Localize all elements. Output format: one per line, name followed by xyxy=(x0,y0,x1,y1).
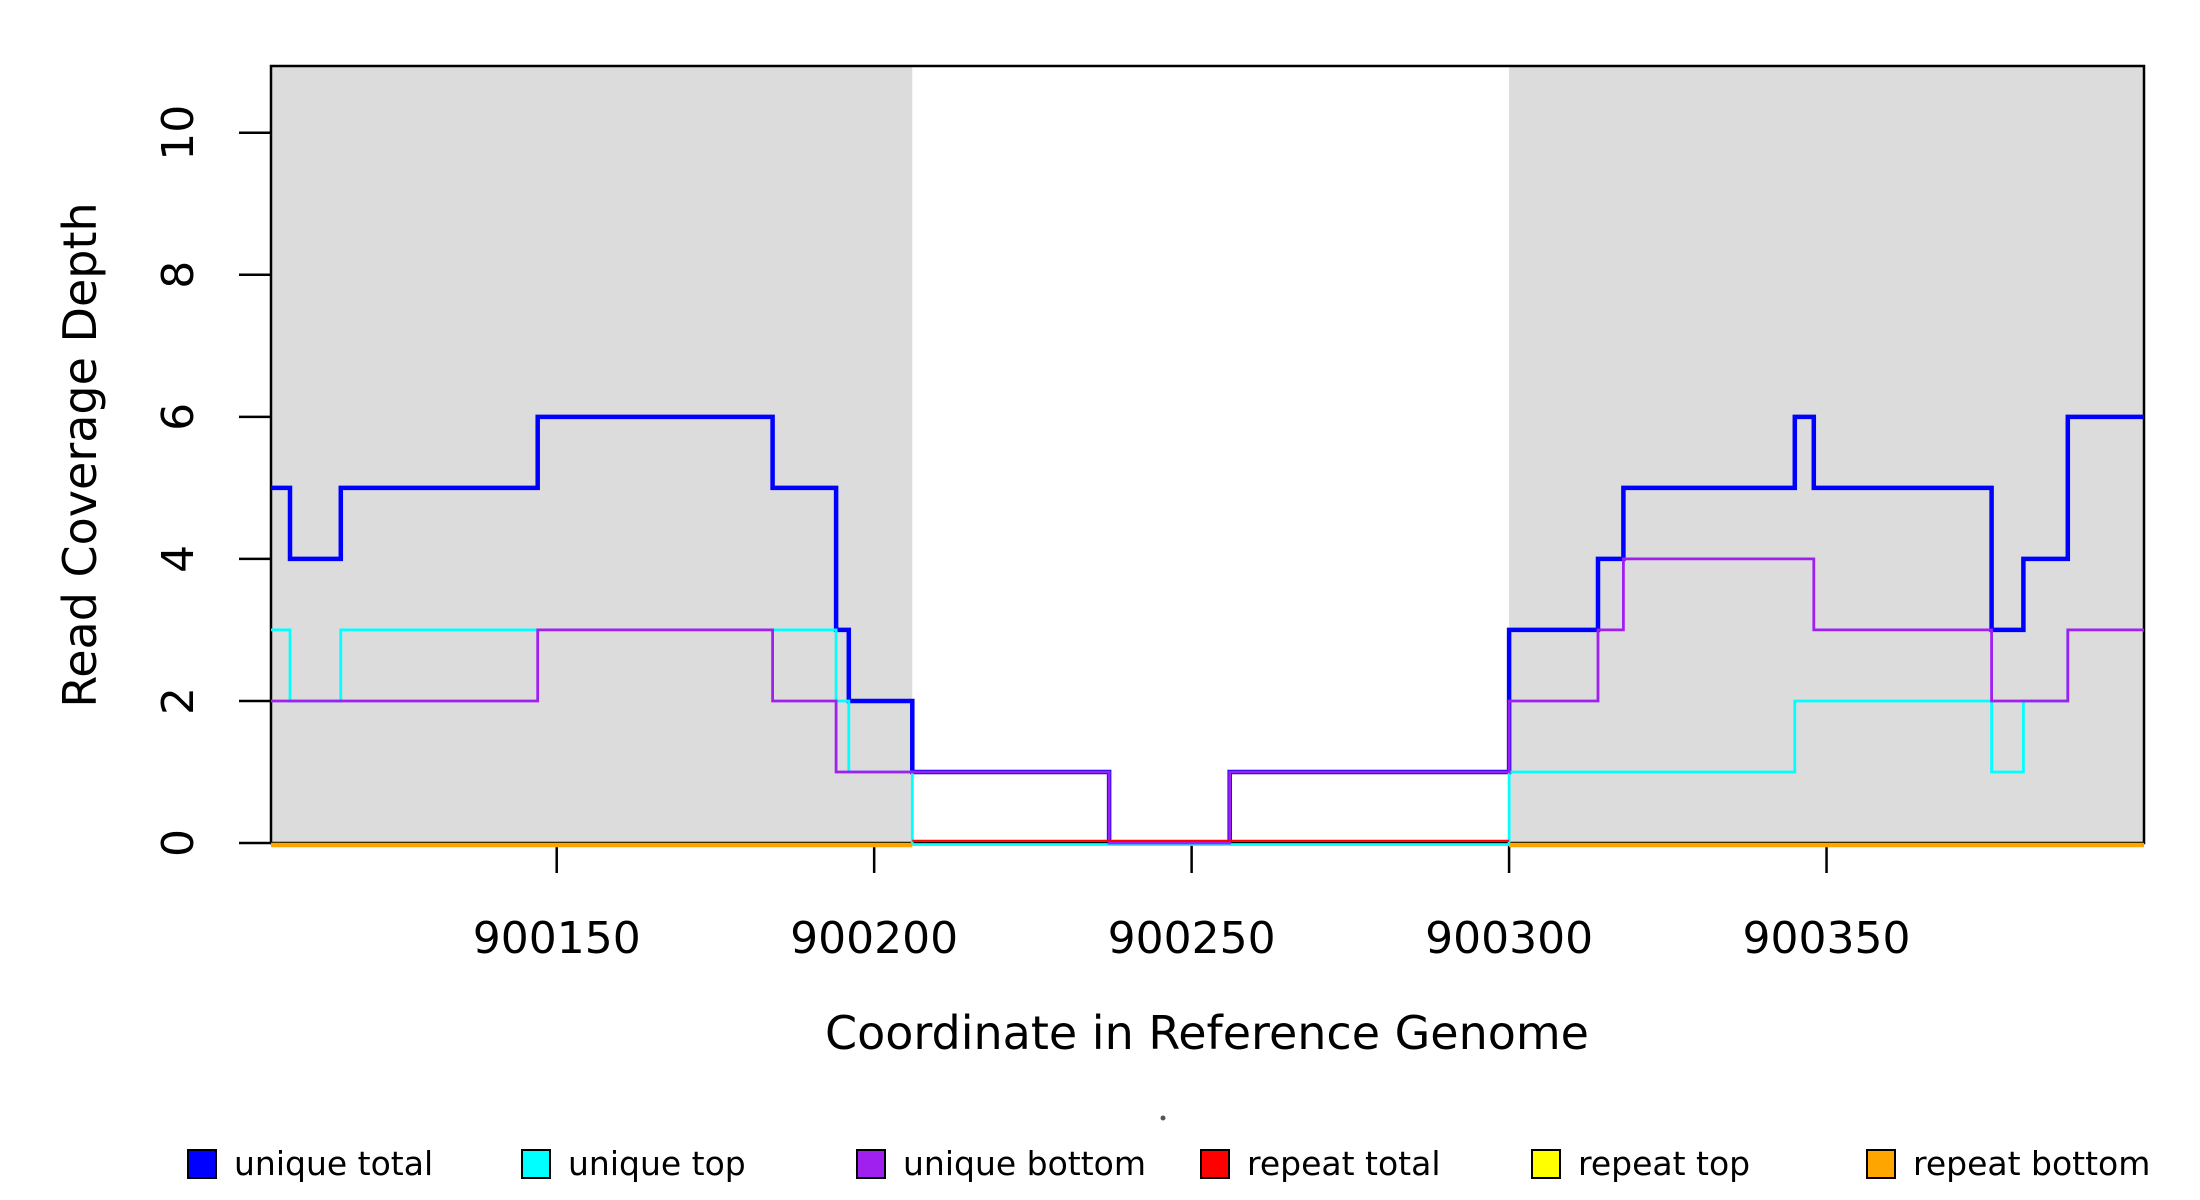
svg-text:8: 8 xyxy=(153,261,204,289)
svg-text:0: 0 xyxy=(153,829,204,857)
svg-text:6: 6 xyxy=(153,403,204,431)
x-axis-title: Coordinate in Reference Genome xyxy=(825,1006,1589,1060)
svg-text:4: 4 xyxy=(153,545,204,573)
svg-text:900250: 900250 xyxy=(1108,913,1276,964)
svg-text:900350: 900350 xyxy=(1743,913,1911,964)
svg-text:10: 10 xyxy=(153,105,204,161)
y-axis-title: Read Coverage Depth xyxy=(53,202,107,708)
svg-text:900200: 900200 xyxy=(790,913,958,964)
svg-text:2: 2 xyxy=(153,687,204,715)
svg-text:900150: 900150 xyxy=(473,913,641,964)
svg-text:900300: 900300 xyxy=(1425,913,1593,964)
